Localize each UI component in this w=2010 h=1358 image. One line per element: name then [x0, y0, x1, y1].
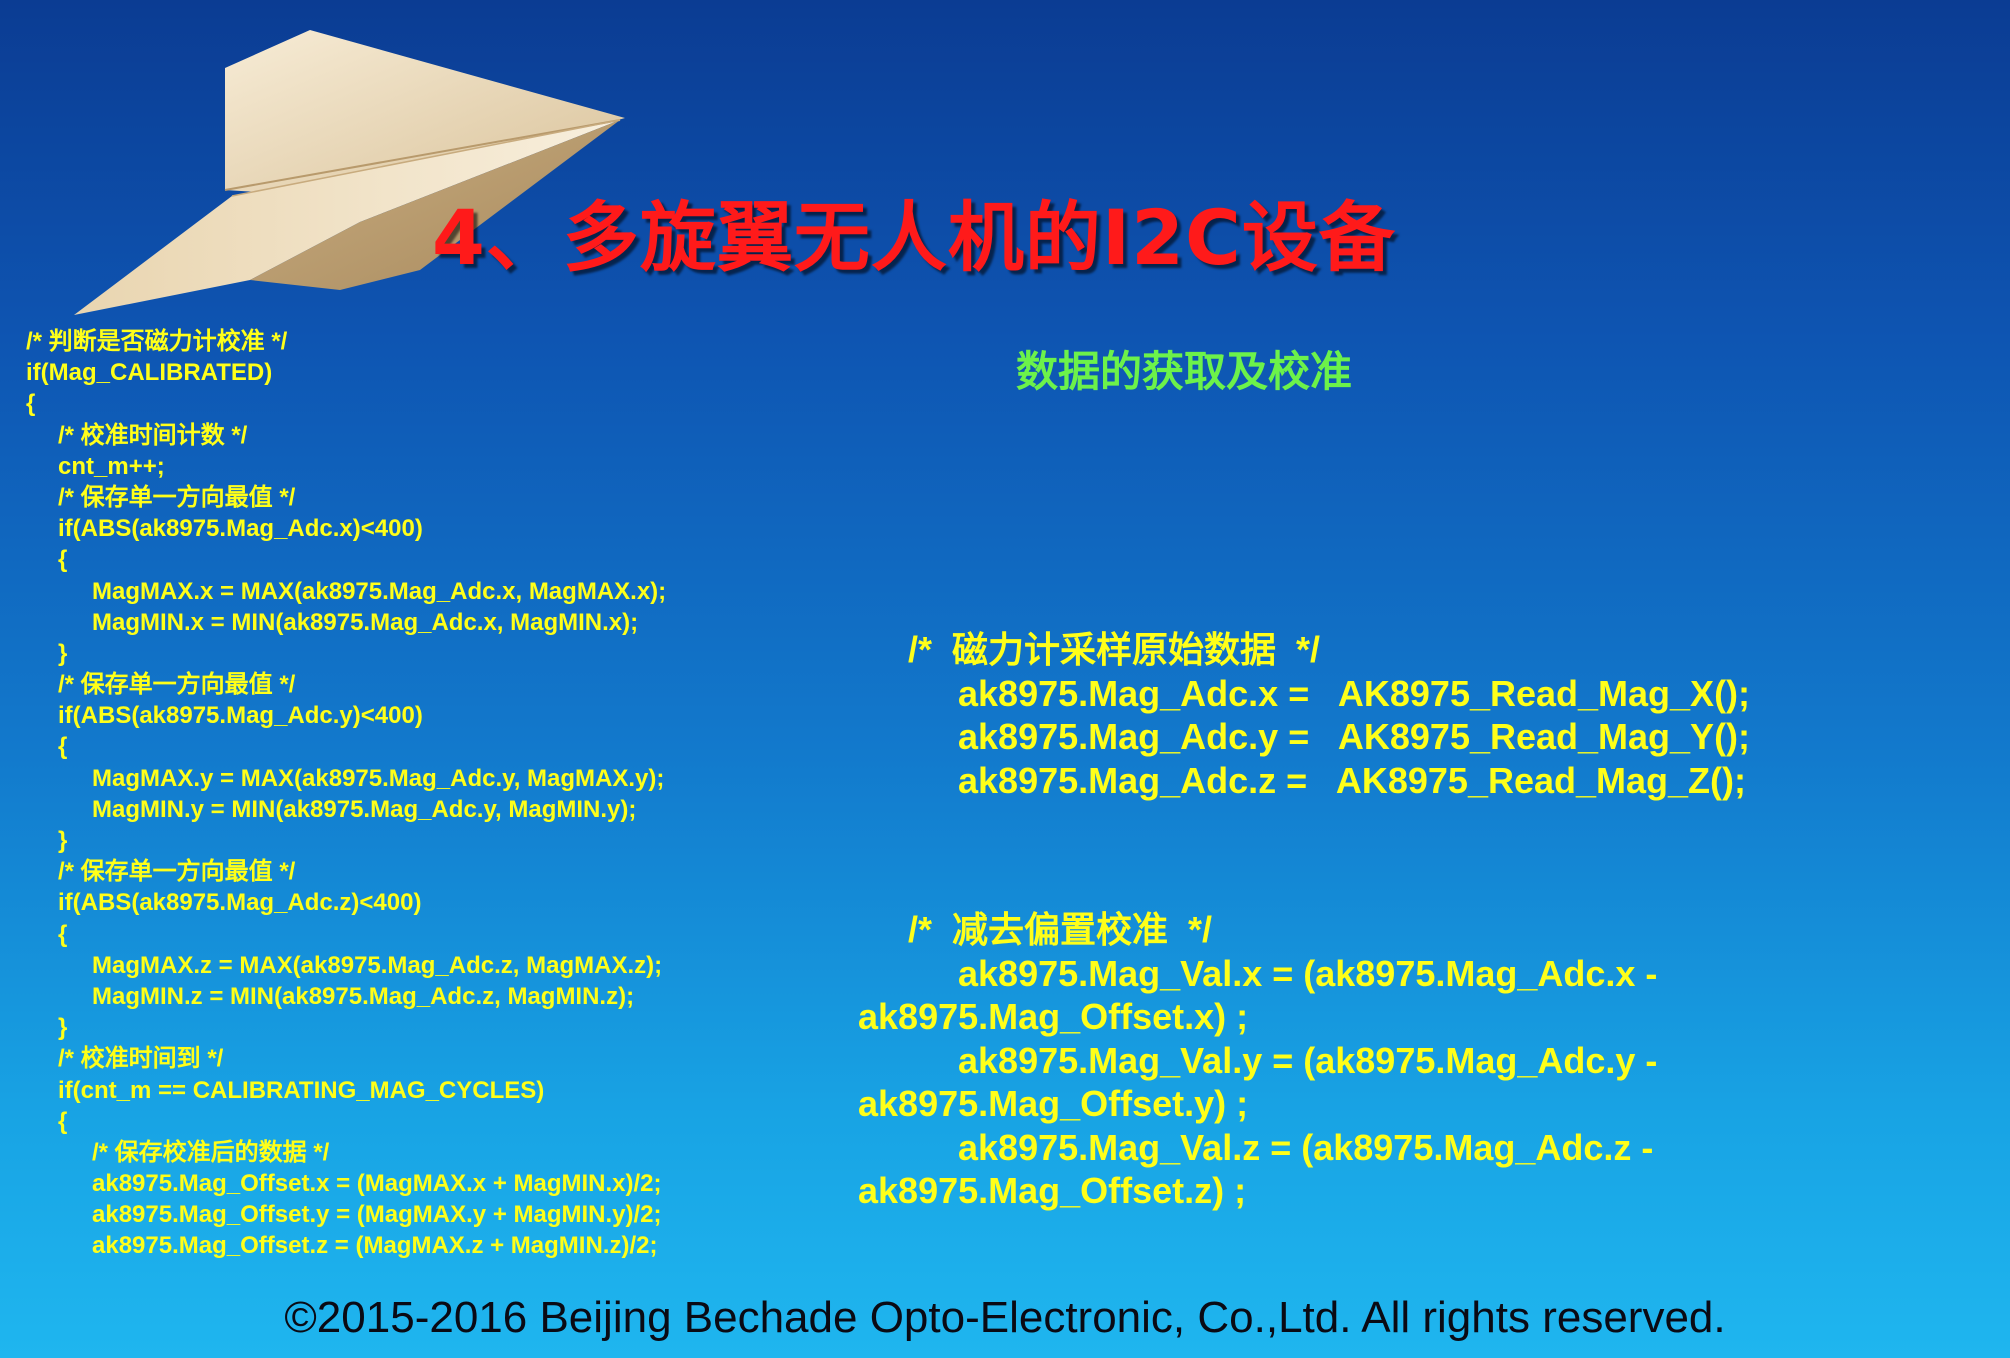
calibration-code-block: /* 判断是否磁力计校准 */ if(Mag_CALIBRATED) { /* 校准时… — [26, 326, 796, 1262]
code-line: ak8975.Mag_Offset.y = (MagMAX.y + MagMIN… — [92, 1201, 662, 1229]
raw-data-comment: /* 磁力计采样原始数据 */ — [908, 629, 1321, 670]
code-line: ak8975.Mag_Offset.x) ; — [858, 996, 1249, 1037]
code-line: MagMAX.x = MAX(ak8975.Mag_Adc.x, MagMAX.… — [92, 577, 667, 605]
page-title: 4、多旋翼无人机的I2C设备 — [432, 193, 1396, 282]
code-line: } — [58, 827, 68, 854]
code-line: ak8975.Mag_Adc.x = AK8975_Read_Mag_X(); — [958, 672, 1751, 714]
paper-plane-icon — [74, 30, 625, 315]
code-line: MagMIN.y = MIN(ak8975.Mag_Adc.y, MagMIN.… — [92, 795, 637, 823]
code-line: { — [26, 390, 36, 418]
code-line: { — [58, 546, 68, 574]
code-line: MagMAX.z = MAX(ak8975.Mag_Adc.z, MagMAX.… — [92, 951, 663, 979]
code-line: { — [58, 733, 68, 761]
code-line: ak8975.Mag_Offset.z = (MagMAX.z + MagMIN… — [92, 1232, 658, 1260]
code-line: /* 保存单一方向最值 */ — [58, 858, 296, 886]
code-line: /* 校准时间到 */ — [58, 1045, 224, 1073]
code-line: { — [58, 920, 68, 948]
code-line: ak8975.Mag_Adc.y = AK8975_Read_Mag_Y(); — [958, 716, 1751, 757]
code-line: ak8975.Mag_Val.y = (ak8975.Mag_Adc.y - — [958, 1039, 1658, 1081]
code-line: /* 校准时间计数 */ — [58, 421, 248, 449]
code-line: ak8975.Mag_Val.x = (ak8975.Mag_Adc.x - — [958, 952, 1658, 994]
code-line: /* 判断是否磁力计校准 */ — [26, 328, 288, 355]
code-line: if(ABS(ak8975.Mag_Adc.x)<400) — [58, 515, 423, 543]
code-line: ak8975.Mag_Offset.z) ; — [858, 1170, 1247, 1211]
code-line: /* 保存单一方向最值 */ — [58, 483, 296, 511]
code-line: cnt_m++; — [58, 452, 165, 480]
code-line: { — [58, 1107, 68, 1135]
code-line: if(Mag_CALIBRATED) — [26, 359, 273, 387]
offset-comment: /* 减去偏置校准 */ — [908, 909, 1213, 950]
section-subtitle: 数据的获取及校准 — [1016, 347, 1353, 396]
code-line: if(cnt_m == CALIBRATING_MAG_CYCLES) — [58, 1076, 545, 1104]
raw-data-code-block: /* 磁力计采样原始数据 */ ak8975.Mag_Adc.x = AK897… — [908, 628, 1750, 802]
offset-code-block: /* 减去偏置校准 */ ak8975.Mag_Val.x = (ak8975.… — [858, 908, 1657, 1213]
code-line: ak8975.Mag_Offset.x = (MagMAX.x + MagMIN… — [92, 1170, 662, 1198]
code-line: MagMAX.y = MAX(ak8975.Mag_Adc.y, MagMAX.… — [92, 764, 665, 792]
copyright-footer: ©2015-2016 Beijing Bechade Opto-Electron… — [284, 1293, 1726, 1342]
code-line: ak8975.Mag_Adc.z = AK8975_Read_Mag_Z(); — [958, 759, 1746, 801]
code-line: if(ABS(ak8975.Mag_Adc.y)<400) — [58, 702, 423, 730]
code-line: if(ABS(ak8975.Mag_Adc.z)<400) — [58, 889, 422, 917]
code-line: ak8975.Mag_Offset.y) ; — [858, 1083, 1249, 1124]
code-line: MagMIN.x = MIN(ak8975.Mag_Adc.x, MagMIN.… — [92, 608, 639, 636]
code-line: /* 保存单一方向最值 */ — [58, 671, 296, 699]
code-line: } — [58, 1014, 68, 1042]
code-line: MagMIN.z = MIN(ak8975.Mag_Adc.z, MagMIN.… — [92, 982, 635, 1010]
code-line: /* 保存校准后的数据 */ — [92, 1138, 330, 1166]
code-line: } — [58, 639, 68, 667]
code-line: ak8975.Mag_Val.z = (ak8975.Mag_Adc.z - — [958, 1126, 1654, 1168]
